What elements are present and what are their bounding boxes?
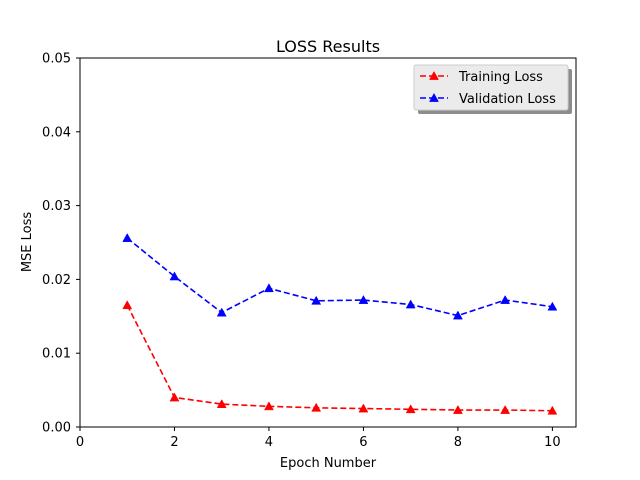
y-tick-label: 0.04 [42,125,71,140]
data-point [358,295,369,304]
legend-label: Validation Loss [459,92,556,107]
x-axis-label: Epoch Number [280,456,377,471]
plot-background [80,58,576,427]
legend-entries: Training Loss Validation Loss [420,70,556,107]
data-point [216,307,227,317]
legend-marker [429,70,439,80]
series-layer [122,233,558,415]
chart-title: LOSS Results [276,37,380,56]
plot-frame [79,57,577,428]
x-tick-label: 0 [76,435,84,450]
x-tick-label: 2 [170,435,178,450]
data-point [547,301,558,311]
data-point [452,405,463,414]
data-point [358,403,369,413]
y-axis-ticks: 0.00 0.01 0.02 0.03 0.04 0.05 [42,52,80,436]
series-line-validation-loss [126,237,553,317]
data-point [122,300,133,310]
data-point [311,295,322,305]
data-point [452,310,463,320]
x-tick-label: 10 [544,435,561,450]
legend-label: Training Loss [458,70,543,85]
x-tick-label: 8 [454,435,462,450]
y-tick-label: 0.05 [42,52,71,67]
data-point [405,404,416,414]
data-point [122,233,133,242]
y-tick-label: 0.01 [42,347,71,362]
y-axis-label: MSE Loss [20,212,35,273]
x-tick-label: 6 [359,435,367,450]
data-point [169,392,180,402]
y-tick-label: 0.03 [42,199,71,214]
legend-box [413,64,569,111]
data-point [264,401,274,411]
legend-marker [429,92,439,102]
x-tick-label: 4 [265,435,273,450]
data-point [216,399,227,408]
data-point [500,405,511,414]
data-point [264,283,274,293]
data-point [405,299,416,309]
data-point [311,402,322,412]
data-point [500,295,511,304]
y-tick-label: 0.02 [42,273,71,288]
y-tick-label: 0.00 [42,421,71,436]
data-point [547,405,558,415]
series-line-training-loss [126,304,553,412]
data-point [169,271,180,281]
legend: Training Loss Validation Loss [413,64,572,114]
plot-area [80,58,576,427]
x-axis-ticks: 0 2 4 6 8 10 [76,427,561,450]
